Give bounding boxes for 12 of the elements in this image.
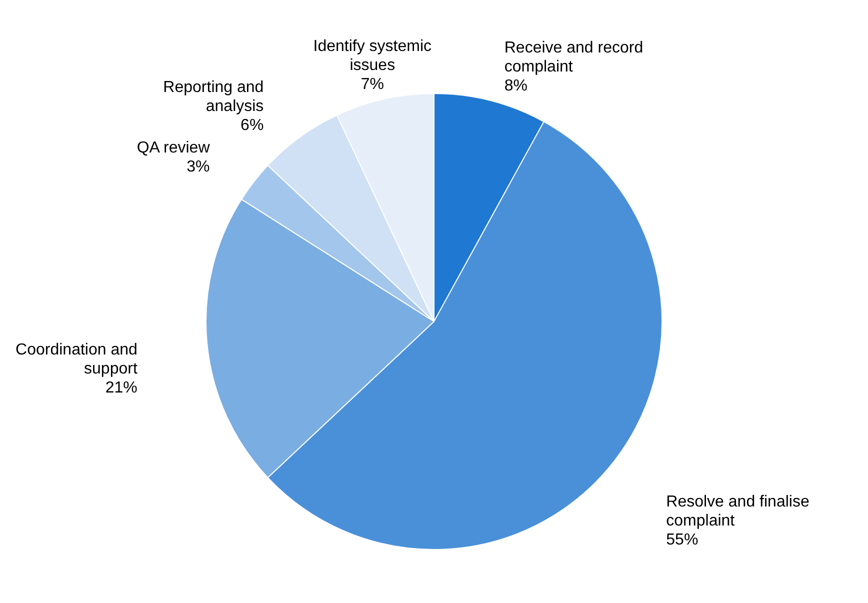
- slice-label: Reporting and analysis: [163, 79, 264, 116]
- data-label: 3%: [186, 158, 210, 176]
- slice-label: Receive and record complaint: [504, 39, 644, 76]
- data-label: 21%: [105, 380, 138, 397]
- data-label: 7%: [360, 76, 384, 93]
- slice-label: Coordination and support: [16, 342, 138, 378]
- slice-label: QA review: [136, 140, 210, 157]
- slice-label: Identify systemic issues: [313, 38, 432, 74]
- data-label: 55%: [666, 532, 698, 549]
- data-label: 6%: [240, 117, 264, 134]
- slice-label: Resolve and finalise complaint: [666, 494, 810, 530]
- data-label: 8%: [504, 77, 528, 94]
